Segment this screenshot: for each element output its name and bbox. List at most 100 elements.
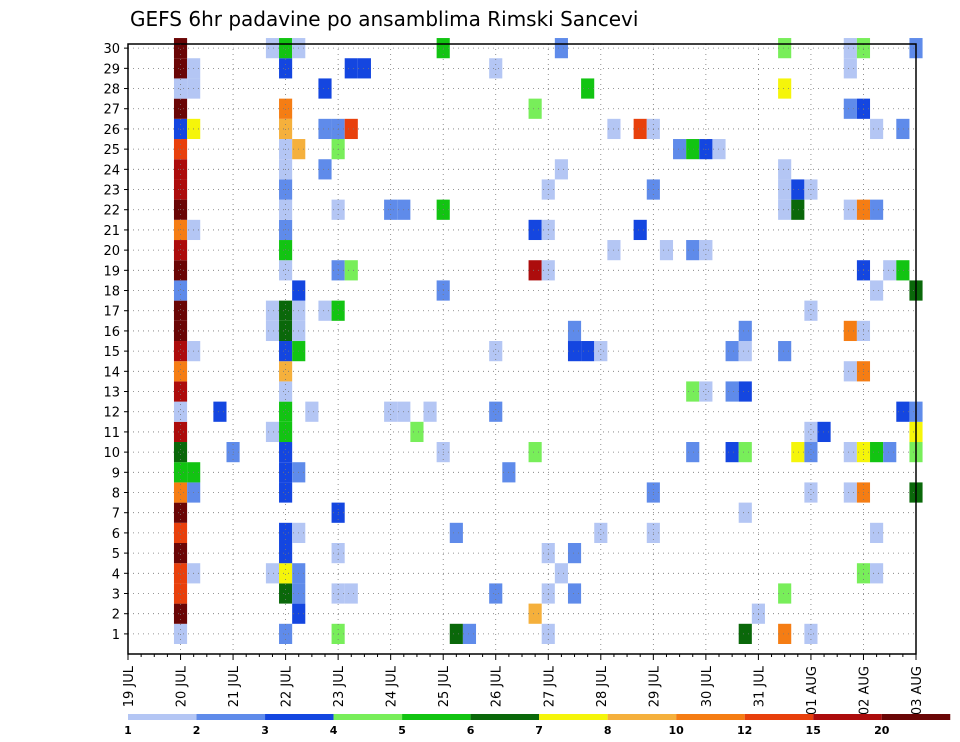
cell-55-10: [843, 442, 857, 463]
y-tick-label: 24: [103, 163, 120, 178]
cell-52-1: [804, 623, 818, 644]
cell-4-6: [173, 522, 188, 544]
y-tick-label: 2: [112, 608, 120, 623]
y-tick-label: 9: [112, 466, 120, 481]
cell-4-18: [173, 280, 188, 301]
colorbar-label: 1: [124, 724, 132, 737]
cell-12-29: [279, 58, 293, 79]
y-tick-label: 26: [103, 123, 120, 138]
cell-4-19: [173, 260, 188, 281]
cell-17-26: [344, 118, 358, 140]
cell-55-16: [843, 320, 857, 342]
cell-12-26: [279, 118, 293, 140]
colorbar-label: 2: [193, 724, 201, 737]
cell-11-30: [265, 38, 280, 59]
cell-11-11: [265, 421, 280, 443]
colorbar-swatch: [333, 714, 403, 720]
cell-23-12: [423, 401, 437, 422]
cell-47-10: [738, 442, 752, 463]
colorbar-label: 15: [806, 724, 821, 737]
y-tick-label: 10: [103, 446, 120, 461]
y-tick-label: 12: [103, 406, 120, 421]
cell-52-8: [804, 482, 818, 503]
colorbar-swatch: [265, 714, 334, 720]
colorbar-swatch: [676, 714, 745, 720]
cell-34-3: [567, 583, 582, 604]
colorbar-label: 4: [330, 724, 338, 737]
x-tick-label: 27 JUL: [542, 665, 557, 707]
colorbar-label: 5: [398, 724, 406, 737]
cell-4-14: [173, 361, 188, 382]
cell-55-22: [843, 199, 857, 220]
x-tick-label: 19 JUL: [122, 665, 137, 707]
cell-12-10: [279, 442, 293, 463]
y-tick-label: 21: [103, 224, 120, 239]
cell-59-12: [896, 401, 910, 422]
y-tick-label: 20: [103, 244, 120, 259]
cell-41-20: [659, 240, 674, 261]
y-tick-label: 18: [103, 285, 120, 300]
cell-11-4: [265, 563, 280, 584]
y-tick-label: 8: [112, 487, 120, 502]
cell-55-29: [843, 58, 857, 79]
cell-58-10: [883, 442, 897, 463]
cell-52-17: [804, 300, 818, 321]
colorbar-swatch: [813, 714, 882, 720]
cell-47-16: [738, 320, 752, 342]
cell-12-9: [279, 462, 293, 483]
cell-31-27: [528, 98, 542, 119]
cell-12-1: [279, 623, 293, 644]
grid-lines: [127, 44, 917, 654]
cell-4-9: [173, 462, 188, 483]
x-tick-label: 22 JUL: [280, 665, 295, 707]
cell-4-26: [173, 118, 188, 140]
cell-4-3: [173, 583, 188, 604]
cell-55-14: [843, 361, 857, 382]
y-tick-label: 27: [103, 103, 120, 118]
x-tick-label: 26 JUL: [490, 665, 505, 707]
cell-59-19: [896, 260, 910, 281]
cell-57-26: [870, 118, 884, 140]
cell-17-19: [344, 260, 358, 281]
cell-46-10: [725, 442, 739, 463]
cell-4-2: [173, 603, 188, 624]
x-tick-label: 23 JUL: [332, 665, 347, 707]
cell-59-26: [896, 118, 910, 140]
colorbar: 1 2 3 4 5 6 7 8 10 12 15 20: [124, 714, 951, 737]
cell-43-10: [686, 442, 700, 463]
cell-58-19: [883, 260, 897, 281]
y-tick-label: 19: [103, 264, 120, 279]
cell-35-15: [581, 341, 595, 362]
cell-28-12: [489, 401, 503, 422]
plot-frame: [127, 43, 917, 655]
cell-34-5: [567, 543, 582, 564]
cell-4-11: [173, 421, 188, 443]
cell-50-15: [778, 341, 792, 362]
y-tick-label: 25: [103, 143, 120, 158]
cell-36-15: [594, 341, 608, 362]
cell-50-28: [778, 78, 792, 99]
cell-42-25: [673, 139, 687, 160]
cell-51-22: [791, 199, 805, 220]
cell-4-1: [173, 623, 188, 644]
cell-12-14: [279, 361, 293, 382]
cell-12-20: [279, 240, 293, 261]
y-tick-label: 7: [112, 507, 120, 522]
cell-57-6: [870, 522, 884, 544]
colorbar-label: 8: [604, 724, 612, 737]
colorbar-swatch: [128, 714, 197, 720]
colorbar-swatch: [881, 714, 951, 720]
colorbar-label: 7: [535, 724, 543, 737]
cell-4-20: [173, 240, 188, 261]
cell-12-4: [279, 563, 293, 584]
cell-15-17: [318, 300, 332, 321]
colorbar-swatch: [196, 714, 266, 720]
colorbar-swatch: [539, 714, 608, 720]
cell-12-30: [279, 38, 293, 59]
cell-4-12: [173, 401, 188, 422]
cell-55-8: [843, 482, 857, 503]
cell-4-4: [173, 563, 188, 584]
cell-47-7: [738, 502, 752, 523]
cell-46-13: [725, 381, 739, 402]
